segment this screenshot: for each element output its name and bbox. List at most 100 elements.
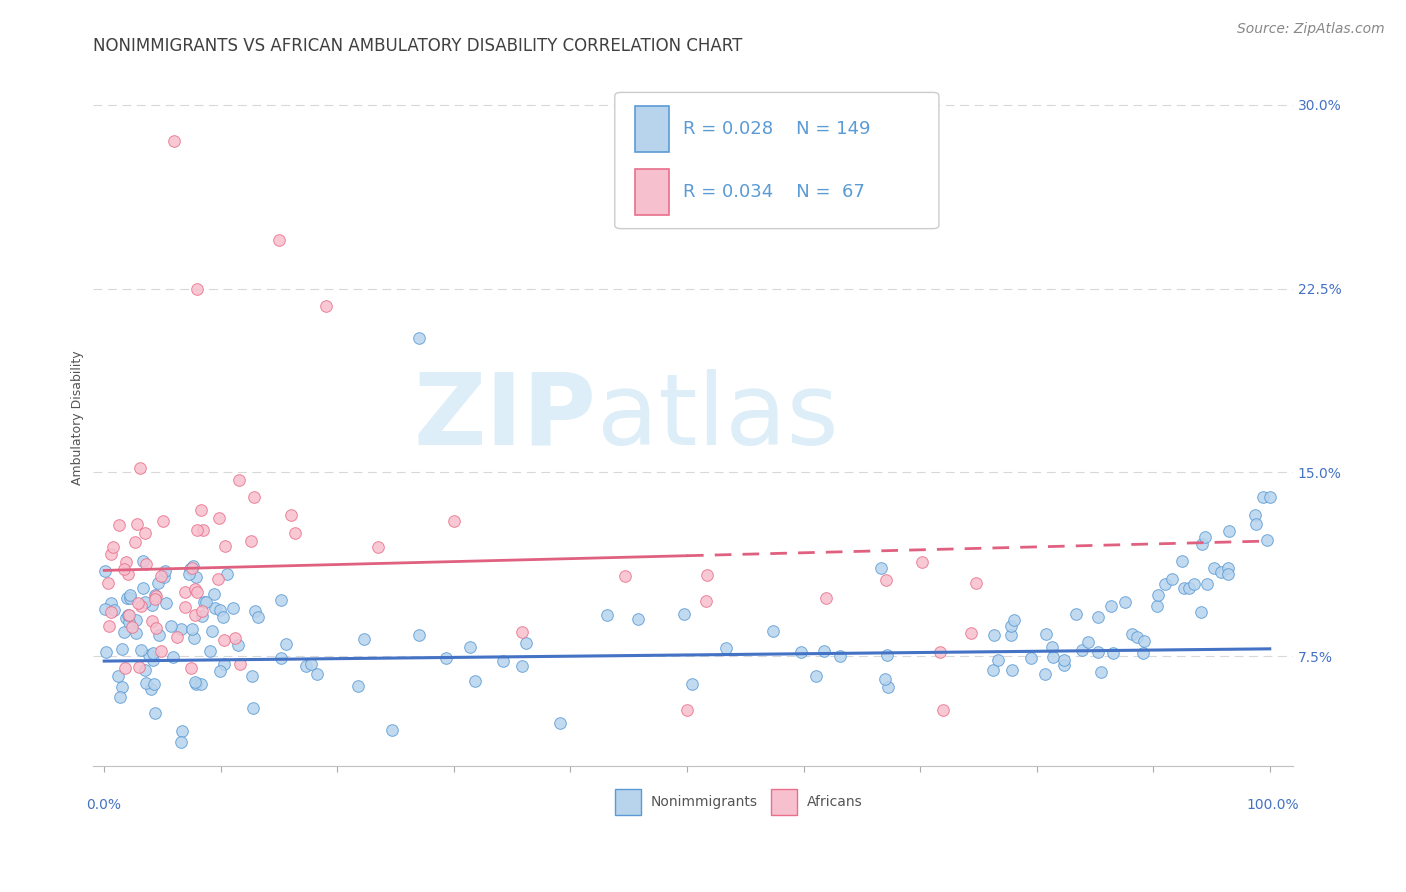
Point — [128, 461, 150, 475]
Point — [762, 624, 785, 638]
Point — [208, 665, 231, 679]
Point — [1178, 582, 1201, 596]
Point — [1126, 630, 1149, 644]
Point — [124, 535, 146, 549]
Point — [180, 661, 202, 675]
Point — [1189, 605, 1212, 619]
Point — [141, 615, 163, 629]
Text: NONIMMIGRANTS VS AFRICAN AMBULATORY DISABILITY CORRELATION CHART: NONIMMIGRANTS VS AFRICAN AMBULATORY DISA… — [93, 37, 742, 55]
Point — [1153, 577, 1175, 591]
Point — [212, 657, 235, 671]
Point — [129, 599, 152, 614]
Point — [141, 598, 163, 612]
Text: atlas: atlas — [596, 368, 838, 466]
Point — [224, 631, 246, 645]
Point — [132, 554, 155, 568]
Point — [1099, 599, 1122, 613]
Point — [209, 603, 232, 617]
Point — [228, 638, 250, 652]
Point — [125, 613, 148, 627]
Point — [983, 627, 1005, 641]
Point — [1256, 533, 1278, 548]
Point — [381, 723, 404, 737]
Point — [1121, 626, 1143, 640]
FancyBboxPatch shape — [770, 789, 797, 815]
Point — [673, 607, 696, 621]
Point — [814, 591, 837, 605]
Point — [170, 735, 193, 749]
Point — [177, 567, 200, 582]
Point — [458, 640, 481, 655]
Point — [550, 715, 572, 730]
Point — [1182, 576, 1205, 591]
Point — [184, 582, 207, 596]
Point — [150, 569, 173, 583]
Point — [869, 560, 891, 574]
Point — [408, 330, 430, 344]
Point — [790, 645, 813, 659]
Point — [1101, 646, 1123, 660]
Point — [828, 648, 851, 663]
Point — [1077, 635, 1099, 649]
Point — [135, 676, 157, 690]
Point — [965, 575, 987, 590]
Point — [172, 724, 194, 739]
Point — [1053, 653, 1076, 667]
Point — [118, 588, 141, 602]
FancyBboxPatch shape — [614, 93, 939, 228]
Point — [143, 592, 166, 607]
Point — [117, 591, 139, 605]
Point — [190, 604, 212, 618]
Point — [1033, 666, 1056, 681]
Point — [186, 585, 208, 599]
Point — [100, 605, 122, 619]
Point — [134, 595, 156, 609]
Point — [145, 589, 167, 603]
Point — [1147, 588, 1170, 602]
Point — [299, 657, 322, 671]
Point — [876, 648, 898, 663]
Point — [274, 637, 297, 651]
Point — [108, 518, 131, 533]
Point — [222, 600, 245, 615]
Point — [242, 701, 264, 715]
Point — [695, 594, 717, 608]
Point — [1191, 537, 1213, 551]
Point — [1000, 627, 1022, 641]
Point — [682, 677, 704, 691]
Point — [284, 526, 307, 541]
Point — [1161, 572, 1184, 586]
Text: Nonimmigrants: Nonimmigrants — [651, 795, 758, 809]
Point — [94, 602, 117, 616]
Point — [134, 663, 156, 677]
Point — [1251, 490, 1274, 504]
Point — [143, 706, 166, 720]
Point — [295, 659, 318, 673]
Point — [186, 570, 208, 584]
Point — [214, 632, 236, 647]
Point — [184, 674, 207, 689]
Point — [142, 646, 165, 660]
Point — [135, 557, 157, 571]
FancyBboxPatch shape — [636, 169, 669, 215]
Point — [981, 664, 1004, 678]
Point — [1244, 516, 1267, 531]
Point — [596, 607, 619, 622]
Point — [141, 653, 163, 667]
Point — [149, 644, 172, 658]
Point — [117, 607, 139, 622]
Point — [1002, 613, 1025, 627]
Point — [186, 281, 208, 295]
Point — [214, 539, 236, 553]
Point — [242, 490, 264, 504]
Point — [270, 592, 292, 607]
Point — [200, 644, 222, 658]
Point — [107, 669, 129, 683]
Point — [875, 573, 897, 587]
Point — [112, 562, 135, 576]
Point — [114, 661, 136, 675]
Point — [180, 561, 202, 575]
Point — [94, 645, 117, 659]
Point — [108, 690, 131, 705]
Point — [228, 657, 250, 671]
